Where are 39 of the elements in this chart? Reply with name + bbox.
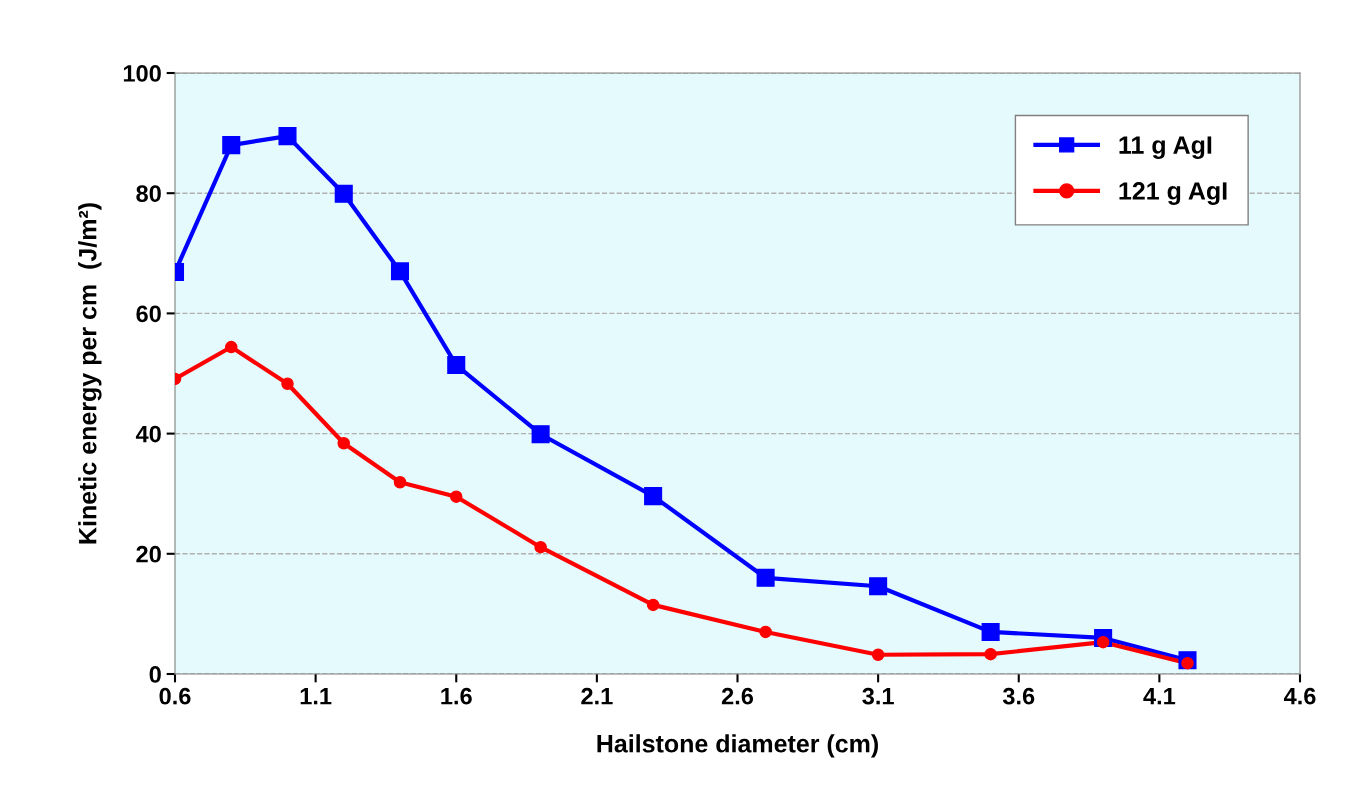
point (534, 540, 547, 554)
x-tick-label: 4.1 (1143, 688, 1176, 705)
y-tick-label: 40 (135, 425, 161, 443)
point (871, 648, 885, 662)
point (222, 136, 241, 155)
point (449, 490, 463, 503)
point (390, 262, 410, 281)
y-tick-label: 100 (123, 65, 161, 82)
point (447, 356, 466, 375)
point (281, 377, 294, 390)
x-tick-label: 3.1 (862, 687, 894, 705)
point (759, 625, 772, 639)
y-tick-label: 60 (136, 305, 161, 323)
x-tick-label: 0.6 (159, 687, 191, 705)
point (278, 127, 297, 146)
legend-label: 11 g AgI (1119, 136, 1212, 159)
point (646, 598, 660, 612)
legend-label: 121 g AgI (1119, 182, 1227, 205)
y-tick-label: 0 (149, 666, 161, 683)
point (644, 487, 663, 506)
point (337, 436, 351, 450)
x-tick-label: 1.6 (441, 687, 472, 705)
point (224, 340, 238, 354)
x-axis-title: Hailstone diameter (cm) (597, 734, 878, 758)
point (869, 577, 888, 596)
point (393, 476, 407, 489)
y-axis-title: Kinetic energy per cm (J/m²) (78, 203, 102, 544)
point (756, 568, 775, 587)
x-tick-label: 4.6 (1283, 687, 1316, 705)
point (531, 425, 550, 444)
x-tick-label: 1.1 (300, 688, 332, 705)
x-tick-label: 3.6 (1002, 687, 1035, 705)
x-tick-label: 2.1 (581, 687, 613, 705)
y-tick-label: 20 (136, 545, 161, 563)
point (981, 622, 1000, 641)
y-tick-label: 80 (136, 185, 161, 202)
point (334, 184, 353, 203)
x-tick-label: 2.6 (721, 687, 754, 705)
point (984, 647, 997, 661)
